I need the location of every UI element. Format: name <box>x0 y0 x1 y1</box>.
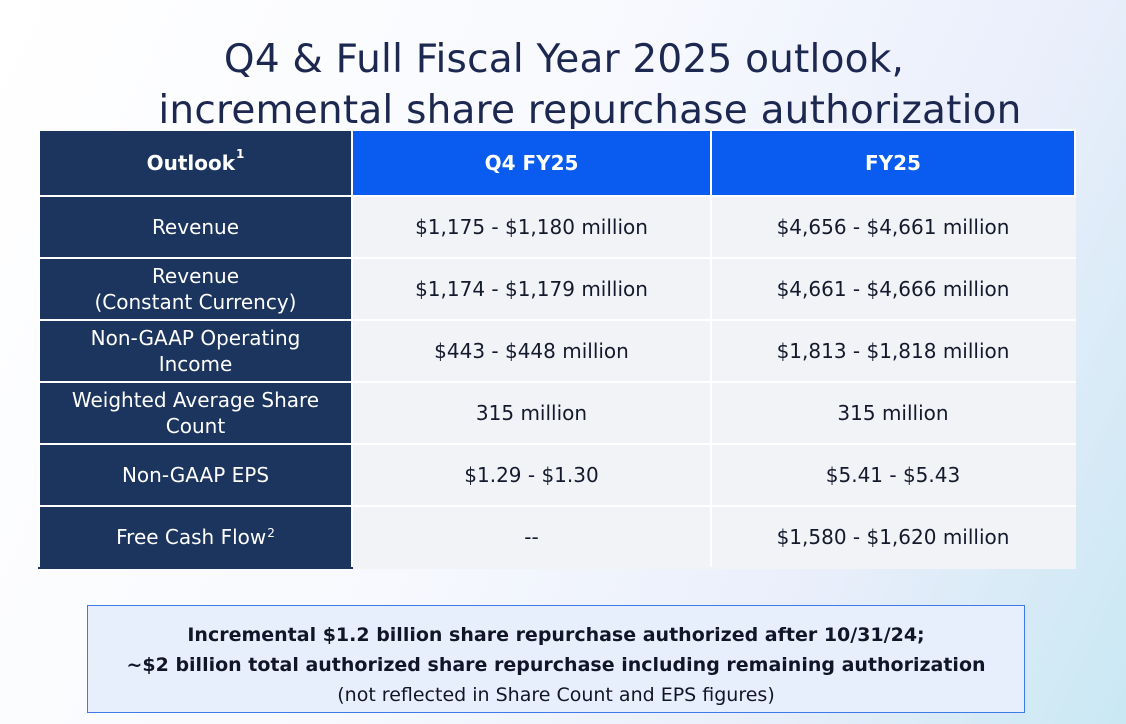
note-line-2: ~$2 billion total authorized share repur… <box>126 654 986 676</box>
cell-q4-fy25: $443 - $448 million <box>351 319 712 383</box>
table-header-row: Outlook1 Q4 FY25 FY25 <box>38 129 1076 197</box>
header-q4-fy25: Q4 FY25 <box>351 129 712 197</box>
row-label: Revenue <box>38 195 353 259</box>
header-outlook-label: Outlook <box>146 151 236 175</box>
table-body: Revenue $1,175 - $1,180 million $4,656 - $… <box>38 195 1076 569</box>
table-row: Free Cash Flow2 -- $1,580 - $1,620 million <box>38 505 1076 569</box>
row-label: Revenue (Constant Currency) <box>38 257 353 321</box>
cell-q4-fy25: 315 million <box>351 381 712 445</box>
header-outlook: Outlook1 <box>38 129 353 197</box>
header-fy25: FY25 <box>710 129 1076 197</box>
row-label-text: (Constant Currency) <box>94 290 297 314</box>
row-label: Non-GAAP EPS <box>38 443 353 507</box>
title-line-1: Q4 & Full Fiscal Year 2025 outlook, <box>223 37 905 83</box>
title-line-2: incremental share repurchase authorizati… <box>158 88 1022 134</box>
table-row: Weighted Average Share Count 315 million 31… <box>38 381 1076 445</box>
cell-fy25: $4,656 - $4,661 million <box>710 195 1076 259</box>
note-line-1: Incremental $1.2 billion share repurchas… <box>187 624 925 646</box>
table-row: Revenue (Constant Currency) $1,174 - $1,17… <box>38 257 1076 321</box>
cell-q4-fy25: $1,174 - $1,179 million <box>351 257 712 321</box>
row-label-text: Non-GAAP EPS <box>121 463 270 487</box>
table-row: Non-GAAP Operating Income $443 - $448 mill… <box>38 319 1076 383</box>
row-label: Free Cash Flow2 <box>38 505 353 569</box>
row-label-text: Non-GAAP Operating <box>90 326 301 350</box>
row-label: Non-GAAP Operating Income <box>38 319 353 383</box>
page-title: Q4 & Full Fiscal Year 2025 outlook, incr… <box>0 34 1126 136</box>
cell-fy25: $1,813 - $1,818 million <box>710 319 1076 383</box>
cell-q4-fy25: $1.29 - $1.30 <box>351 443 712 507</box>
outlook-table: Outlook1 Q4 FY25 FY25 Revenue $1,175 - $1… <box>38 129 1076 569</box>
row-label-text: Count <box>165 414 226 438</box>
note-line-3: (not reflected in Share Count and EPS fi… <box>337 684 775 706</box>
table-row: Non-GAAP EPS $1.29 - $1.30 $5.41 - $5.43 <box>38 443 1076 507</box>
cell-fy25: 315 million <box>710 381 1076 445</box>
cell-q4-fy25: -- <box>351 505 712 569</box>
cell-q4-fy25: $1,175 - $1,180 million <box>351 195 712 259</box>
cell-fy25: $1,580 - $1,620 million <box>710 505 1076 569</box>
row-label: Weighted Average Share Count <box>38 381 353 445</box>
row-label-text: Revenue <box>151 264 240 288</box>
cell-fy25: $5.41 - $5.43 <box>710 443 1076 507</box>
row-label-text: Weighted Average Share <box>71 388 320 412</box>
footnote-marker: 2 <box>267 526 275 540</box>
table-row: Revenue $1,175 - $1,180 million $4,656 - $… <box>38 195 1076 259</box>
row-label-text: Revenue <box>151 215 240 239</box>
repurchase-note-box: Incremental $1.2 billion share repurchas… <box>87 605 1025 713</box>
row-label-text: Income <box>158 352 233 376</box>
row-label-text: Free Cash Flow <box>116 525 267 549</box>
footnote-marker: 1 <box>236 147 245 161</box>
cell-fy25: $4,661 - $4,666 million <box>710 257 1076 321</box>
